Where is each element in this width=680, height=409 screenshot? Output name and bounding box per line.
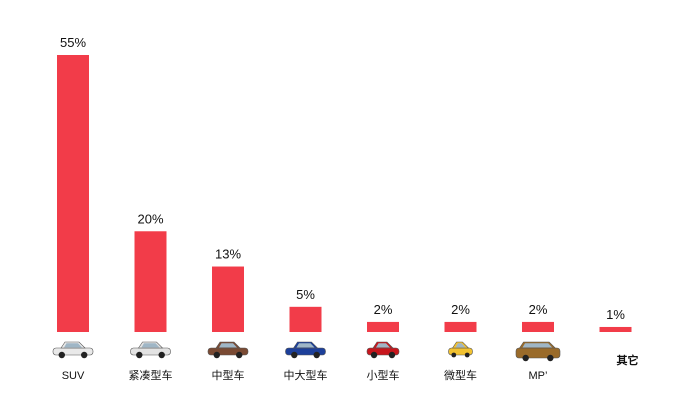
bar-8 (599, 326, 632, 332)
category-label-1: SUV (62, 370, 85, 382)
white-suv-icon (52, 341, 94, 359)
category-label-6: 微型车 (444, 368, 477, 382)
bar-2 (134, 231, 167, 332)
category-label-2: 紧凑型车 (129, 368, 173, 382)
bar-5 (367, 321, 399, 332)
blue-sedan-icon (285, 341, 326, 359)
car-icons-group (52, 341, 561, 362)
value-label-8: 1% (606, 307, 625, 322)
yellow-minicar-icon (448, 341, 473, 358)
category-labels-group: SUV 紧凑型车 中型车 中大型车 小型车 微型车 MP’ 其它 (62, 353, 639, 382)
value-label-4: 5% (296, 287, 315, 302)
value-label-7: 2% (529, 302, 548, 317)
category-label-5: 小型车 (367, 368, 400, 382)
value-label-3: 13% (215, 247, 241, 262)
brown-sedan-icon (207, 341, 249, 359)
bar-6 (444, 321, 477, 332)
bar-3 (212, 266, 244, 332)
value-label-6: 2% (451, 302, 470, 317)
value-label-1: 55% (60, 35, 86, 50)
bars-group (57, 55, 632, 332)
category-label-7: MP’ (529, 370, 548, 382)
bar-4 (289, 306, 322, 332)
bar-1 (57, 55, 89, 332)
category-label-8: 其它 (617, 353, 639, 367)
category-label-3: 中型车 (212, 368, 245, 382)
gold-mpv-icon (515, 341, 561, 362)
red-hatchback-icon (366, 341, 400, 359)
category-label-4: 中大型车 (284, 368, 328, 382)
value-labels-group: 55% 20% 13% 5% 2% 2% 2% 1% (60, 35, 625, 322)
value-label-2: 20% (137, 211, 163, 226)
silver-sedan-icon (130, 341, 171, 359)
bar-7 (522, 321, 554, 332)
value-label-5: 2% (374, 302, 393, 317)
